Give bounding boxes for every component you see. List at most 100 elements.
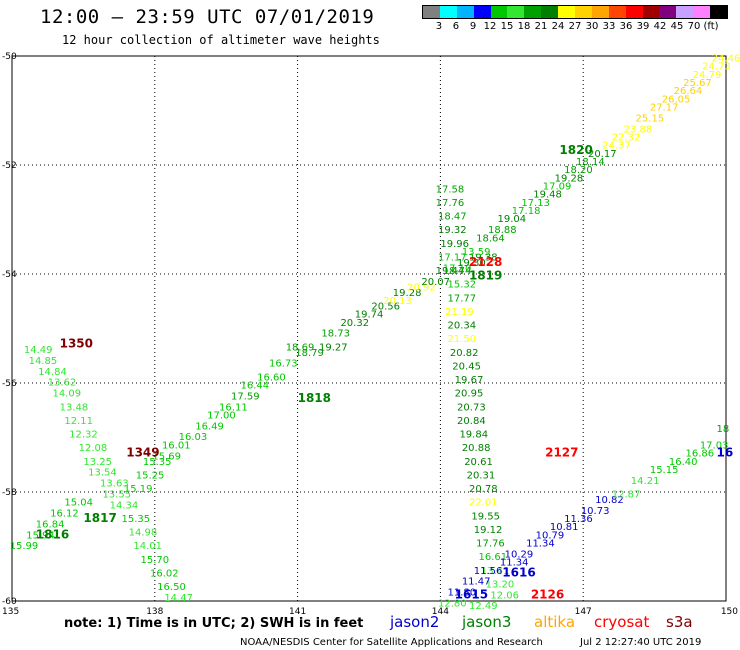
- swh-value-label: 11.34: [500, 558, 529, 569]
- swh-value-label: 10.79: [536, 530, 565, 541]
- pass-time-label: 2126: [531, 587, 564, 601]
- legend-swatch: [558, 6, 576, 18]
- swh-value-label: 20.61: [464, 457, 493, 468]
- legend-swatch: [541, 6, 559, 18]
- legend-swatch: [524, 6, 542, 18]
- swh-value-label: 13.55: [102, 489, 131, 500]
- swh-value-label: 16.61: [478, 552, 507, 563]
- legend-label: 70: [687, 21, 701, 32]
- x-tick-label: 144: [432, 607, 449, 617]
- swh-value-label: 11.80: [448, 588, 477, 599]
- swh-value-label: 19.32: [438, 225, 467, 236]
- swh-value-label: 18.47: [438, 212, 467, 223]
- swh-value-label: 13.41: [481, 566, 510, 577]
- swh-value-label: 16.02: [150, 568, 179, 579]
- swh-value-label: 14.01: [133, 541, 162, 552]
- swh-value-label: 20.78: [469, 484, 498, 495]
- legend-label: 30: [585, 21, 599, 32]
- x-tick-label: 135: [2, 607, 19, 617]
- legend-swatch: [439, 6, 457, 18]
- y-tick-label: -60: [2, 597, 17, 607]
- swh-value-label: 13.48: [60, 402, 89, 413]
- swh-value-label: 13.62: [48, 378, 77, 389]
- swh-value-label: 17.09: [543, 182, 572, 193]
- swh-value-label: 20.56: [371, 301, 400, 312]
- swh-value-label: 17.18: [512, 206, 541, 217]
- swh-value-label: 14.09: [52, 389, 81, 400]
- pass-time-label: 1349: [126, 446, 159, 460]
- swh-value-label: 19.38: [469, 252, 498, 263]
- swh-value-label: 10.82: [595, 495, 624, 506]
- satellite-legend-cryosat: cryosat: [594, 613, 649, 631]
- swh-value-label: 14.47: [164, 593, 193, 604]
- swh-value-label: 12.08: [79, 443, 108, 454]
- swh-value-label: 15.35: [143, 457, 172, 468]
- swh-value-label: 18.73: [321, 329, 350, 340]
- swh-value-label: 21.19: [445, 307, 474, 318]
- swh-value-label: 13.59: [462, 247, 491, 258]
- swh-value-label: 11.47: [462, 577, 491, 588]
- swh-value-label: 24.37: [602, 141, 631, 152]
- swh-value-label: 15.19: [124, 484, 153, 495]
- satellite-legend-altika: altika: [534, 613, 575, 631]
- swh-value-label: 17.17: [438, 252, 467, 263]
- legend-swatch: [693, 6, 711, 18]
- swh-value-label: 12.32: [69, 430, 98, 441]
- legend-label: 3: [435, 21, 443, 32]
- swh-value-label: 20.92: [407, 282, 436, 293]
- pass-time-label: 1818: [298, 391, 331, 405]
- legend-label: 24: [551, 21, 565, 32]
- swh-value-label: 14.98: [129, 528, 158, 539]
- legend-label: (ft): [703, 21, 719, 32]
- swh-value-label: 19.96: [440, 239, 469, 250]
- swh-value-label: 10.81: [550, 522, 579, 533]
- map-title: 12:00 – 23:59 UTC 07/01/2019: [40, 6, 375, 28]
- swh-value-label: 16.40: [669, 457, 698, 468]
- satellite-tracks: 15.1915.2515.3515.6916.0116.0316.4917.00…: [10, 53, 740, 612]
- swh-value-label: 15.04: [64, 498, 93, 509]
- map-subtitle: 12 hour collection of altimeter wave hei…: [62, 33, 380, 47]
- swh-value-label: 10.29: [505, 549, 534, 560]
- swh-value-label: 27.17: [650, 103, 679, 114]
- swh-value-label: 20.17: [588, 149, 617, 160]
- swh-value-label: 19.55: [471, 511, 500, 522]
- legend-swatch: [625, 6, 643, 18]
- footer-note: note: 1) Time is in UTC; 2) SWH is in fe…: [64, 616, 363, 631]
- swh-value-label: 11.36: [564, 514, 593, 525]
- swh-value-label: 15.70: [141, 555, 170, 566]
- swh-value-label: 20.07: [421, 277, 450, 288]
- swh-value-label: 19.30: [457, 258, 486, 269]
- legend-color-bar: [422, 5, 728, 19]
- legend-label: 33: [602, 21, 616, 32]
- swh-value-label: 20.82: [450, 348, 479, 359]
- swh-value-label: 18.64: [476, 233, 505, 244]
- wave-height-legend: 3 6 9 12 15 18 21 24 27 30 33 36 39 42 45 70 (ft): [422, 5, 728, 33]
- swh-value-label: 18: [716, 424, 729, 435]
- y-tick-label: -56: [2, 379, 17, 389]
- y-tick-label: -58: [2, 488, 17, 498]
- swh-value-label: 16.01: [162, 440, 191, 451]
- swh-value-label: 15.99: [10, 541, 39, 552]
- pass-time-label: 1615: [455, 587, 488, 601]
- swh-value-label: 16.12: [50, 509, 79, 520]
- swh-value-label: 11.34: [526, 539, 555, 550]
- swh-value-label: 26.64: [674, 86, 703, 97]
- swh-value-label: 25.67: [683, 78, 712, 89]
- swh-value-label: 13.63: [100, 479, 129, 490]
- pass-time-label: 1820: [559, 143, 592, 157]
- pass-time-label: 1616: [502, 565, 535, 579]
- swh-value-label: 19.67: [455, 375, 484, 386]
- swh-value-label: 13.54: [88, 468, 117, 479]
- legend-swatch: [659, 6, 677, 18]
- swh-value-label: 20.13: [383, 296, 412, 307]
- swh-value-label: 22.01: [469, 498, 498, 509]
- swh-value-label: 18.69: [286, 342, 315, 353]
- swh-value-label: 18.20: [564, 165, 593, 176]
- legend-swatch: [642, 6, 660, 18]
- satellite-legend-jason2: jason2: [389, 613, 439, 631]
- legend-swatch: [456, 6, 474, 18]
- pass-time-label: 1819: [469, 268, 502, 282]
- satellite-legend-s3a: s3a: [666, 613, 693, 631]
- swh-value-label: 14.84: [38, 367, 67, 378]
